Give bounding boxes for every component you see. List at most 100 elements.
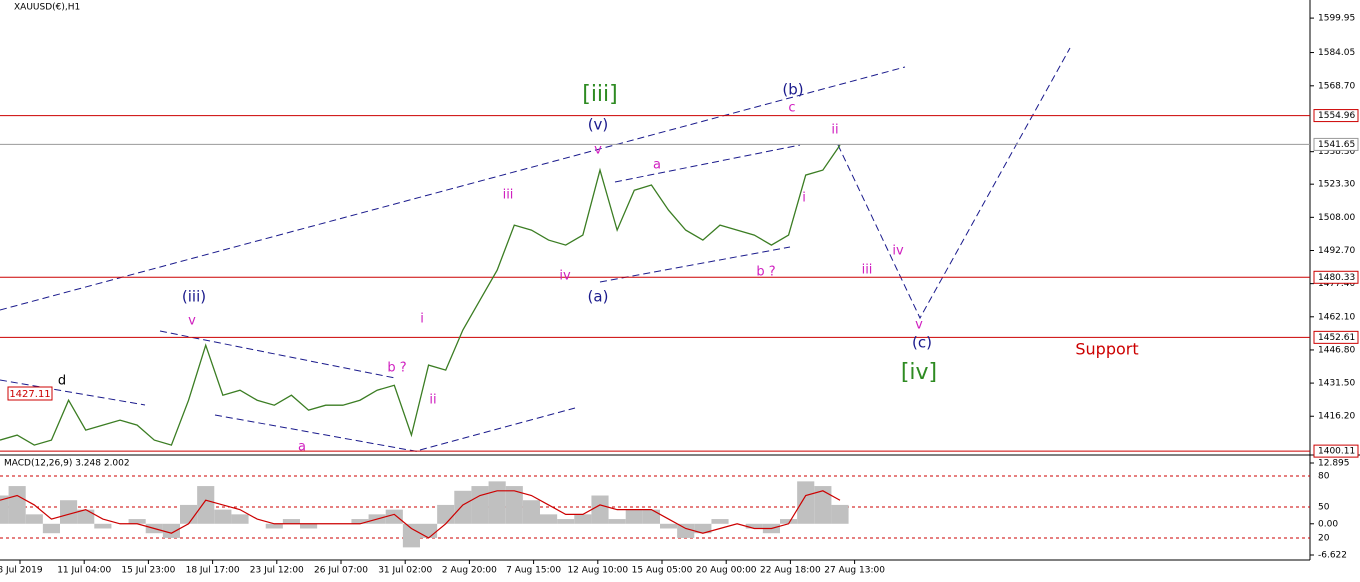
y-tick-label: 1462.10: [1318, 312, 1355, 322]
y-tick-label: 1523.30: [1318, 180, 1355, 190]
level-label: 50: [1318, 503, 1330, 513]
macd-bar: [162, 523, 180, 538]
wave-label: (c): [912, 334, 932, 352]
level-label: 80: [1318, 472, 1330, 482]
macd-tick-label: 12.895: [1318, 459, 1350, 469]
wave-label: d: [58, 374, 66, 389]
x-tick-label: 8 Jul 2019: [0, 566, 43, 576]
x-tick-label: 20 Aug 00:00: [696, 566, 757, 576]
macd-tick-label: 0.00: [1318, 519, 1338, 529]
wave-label: (b): [782, 81, 803, 99]
symbol-title: XAUUSD(€),H1: [14, 3, 80, 13]
macd-bar: [8, 486, 26, 524]
x-tick-label: 7 Aug 15:00: [506, 566, 561, 576]
macd-bar: [351, 519, 369, 524]
y-tick-label: 1416.20: [1318, 412, 1355, 422]
wave-label: iv: [559, 269, 571, 284]
x-tick-label: 23 Jul 12:00: [250, 566, 304, 576]
macd-bar: [231, 514, 249, 524]
wave-label: v: [188, 314, 196, 329]
macd-bar: [591, 495, 609, 524]
wave-label: a: [298, 440, 306, 455]
macd-bar: [128, 519, 146, 524]
price-label: 1480.33: [1318, 273, 1355, 283]
wave-label: v: [594, 143, 602, 158]
macd-bar: [608, 519, 626, 524]
macd-bar: [711, 519, 729, 524]
wave-label: ii: [429, 393, 436, 408]
y-tick-label: 1584.05: [1318, 48, 1355, 58]
macd-bar: [42, 523, 60, 534]
wave-label: Support: [1075, 340, 1138, 359]
macd-bar: [642, 509, 660, 524]
wave-label: i: [420, 312, 424, 327]
trend-lines: [0, 47, 1071, 453]
macd-bar: [831, 504, 849, 524]
wave-label: a: [653, 158, 661, 173]
macd-bar: [625, 509, 643, 524]
macd-signal: [0, 490, 841, 539]
macd-bar: [797, 481, 815, 524]
macd-bar: [385, 509, 403, 524]
price-label-box: [1313, 330, 1359, 344]
level-label: 20: [1318, 534, 1330, 544]
wave-label: iii: [503, 188, 514, 203]
price-label: 1452.61: [1318, 333, 1355, 343]
macd-bar: [25, 514, 43, 524]
macd-bar: [574, 514, 592, 524]
price-label-box: [1313, 109, 1359, 123]
y-tick-label: 1492.70: [1318, 246, 1355, 256]
macd-bar: [505, 486, 523, 524]
macd-bar: [60, 500, 78, 524]
x-tick-label: 15 Aug 05:00: [632, 566, 693, 576]
y-tick-label: 1538.30: [1318, 147, 1355, 157]
x-tick-label: 2 Aug 20:00: [442, 566, 497, 576]
price-label: 1400.11: [1318, 447, 1355, 457]
x-tick-label: 31 Jul 02:00: [378, 566, 432, 576]
wave-label: (v): [588, 116, 609, 134]
x-tick-label: 26 Jul 07:00: [314, 566, 368, 576]
y-tick-label: 1599.95: [1318, 14, 1355, 24]
wave-label: c: [788, 101, 795, 116]
wave-label: i: [802, 191, 806, 206]
macd-bar: [265, 523, 283, 529]
macd-bar: [77, 509, 95, 524]
price-line-series: [0, 144, 841, 446]
y-tick-label: 1568.70: [1318, 81, 1355, 91]
x-tick-label: 22 Aug 18:00: [760, 566, 821, 576]
x-tick-label: 27 Aug 13:00: [824, 566, 885, 576]
macd-bar: [677, 523, 695, 538]
price-label-box: [1313, 444, 1359, 458]
macd-bar: [540, 514, 558, 524]
macd-bar: [437, 504, 455, 524]
wave-label: [iii]: [582, 82, 618, 107]
wave-label: b ?: [756, 265, 775, 280]
macd-bar: [197, 486, 215, 524]
macd-bar: [471, 486, 489, 524]
x-tick-label: 18 Jul 17:00: [186, 566, 240, 576]
price-label: 1554.96: [1318, 111, 1355, 121]
wave-label: (iii): [182, 288, 206, 306]
wave-label: ii: [831, 123, 838, 138]
wave-label: 1427.11: [9, 389, 50, 400]
macd-bar: [282, 519, 300, 524]
macd-bar: [522, 500, 540, 524]
macd-bar: [488, 481, 506, 524]
wave-label: (a): [588, 288, 609, 306]
price-label-box: [1313, 137, 1359, 151]
x-tick-label: 12 Aug 10:00: [567, 566, 628, 576]
macd-bar: [557, 519, 575, 524]
wave-label: iii: [862, 263, 873, 278]
y-tick-label: 1477.40: [1318, 279, 1355, 289]
y-tick-label: 1446.80: [1318, 345, 1355, 355]
macd-bar: [745, 523, 763, 529]
macd-bar: [180, 504, 198, 524]
wave-label: [iv]: [901, 360, 937, 385]
macd-bar: [780, 519, 798, 524]
macd-bar: [694, 523, 712, 534]
macd-bar: [814, 486, 832, 524]
macd-bar: [420, 523, 438, 538]
x-tick-label: 11 Jul 04:00: [57, 566, 111, 576]
